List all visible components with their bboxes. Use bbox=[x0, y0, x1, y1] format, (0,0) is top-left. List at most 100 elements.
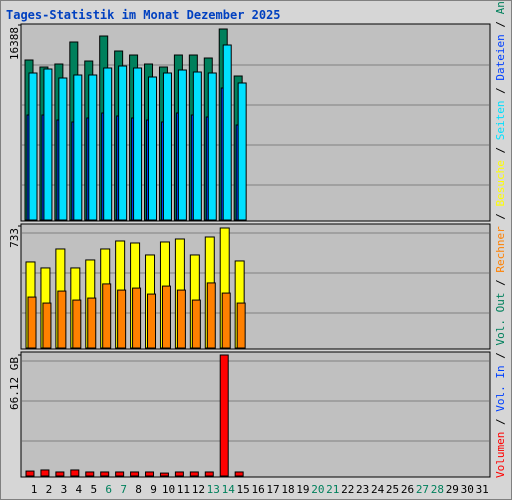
bar bbox=[43, 68, 53, 221]
bar bbox=[27, 296, 37, 349]
bar bbox=[70, 469, 80, 477]
bar bbox=[234, 471, 244, 477]
bar bbox=[85, 471, 95, 477]
x-tick-label: 26 bbox=[401, 483, 414, 496]
legend-entry: Seiten bbox=[494, 100, 507, 140]
bar bbox=[221, 292, 231, 349]
x-tick-label: 19 bbox=[296, 483, 309, 496]
bar bbox=[115, 471, 125, 477]
bar bbox=[130, 471, 140, 477]
bar bbox=[133, 67, 143, 221]
bar bbox=[25, 470, 35, 477]
x-tick-label: 22 bbox=[341, 483, 354, 496]
bar bbox=[189, 471, 199, 477]
bar bbox=[57, 290, 67, 349]
panel bbox=[20, 223, 491, 350]
x-tick-label: 18 bbox=[281, 483, 294, 496]
x-tick-label: 3 bbox=[61, 483, 68, 496]
bar bbox=[174, 471, 184, 477]
x-tick-label: 7 bbox=[120, 483, 127, 496]
bar bbox=[206, 282, 216, 349]
legend-separator: / bbox=[494, 14, 507, 34]
bar bbox=[176, 289, 186, 349]
bar bbox=[162, 72, 172, 221]
panel bbox=[20, 351, 491, 478]
x-tick-label: 12 bbox=[192, 483, 205, 496]
y-tick-label: 66.12 GB bbox=[8, 357, 21, 410]
bar bbox=[117, 289, 127, 349]
bar bbox=[222, 44, 232, 221]
x-tick-label: 11 bbox=[177, 483, 190, 496]
panel bbox=[20, 23, 491, 222]
legend-separator: / bbox=[494, 81, 507, 101]
x-tick-label: 10 bbox=[162, 483, 175, 496]
bar bbox=[72, 299, 82, 349]
x-tick-label: 24 bbox=[371, 483, 385, 496]
legend-entry: Volumen bbox=[494, 432, 507, 478]
bar bbox=[207, 72, 217, 221]
bar bbox=[55, 471, 65, 477]
bar bbox=[219, 354, 229, 477]
legend-separator: / bbox=[494, 206, 507, 226]
legend-separator: / bbox=[494, 346, 507, 366]
bar bbox=[40, 469, 50, 477]
x-tick-label: 16 bbox=[251, 483, 264, 496]
bar bbox=[42, 302, 52, 349]
bar bbox=[88, 74, 98, 221]
legend-entry: Besuche bbox=[494, 160, 507, 206]
legend-entry: Vol. In bbox=[494, 365, 507, 411]
bar bbox=[103, 67, 113, 221]
bar bbox=[100, 471, 110, 477]
x-tick-label: 4 bbox=[76, 483, 83, 496]
x-tick-label: 8 bbox=[135, 483, 142, 496]
legend-separator: / bbox=[494, 273, 507, 293]
bar bbox=[148, 76, 158, 221]
x-tick-label: 31 bbox=[476, 483, 489, 496]
legend-entry: Anfragen bbox=[494, 0, 507, 14]
x-tick-label: 20 bbox=[311, 483, 324, 496]
x-tick-label: 17 bbox=[266, 483, 279, 496]
bar bbox=[204, 471, 214, 477]
bar bbox=[28, 72, 38, 221]
x-tick-label: 30 bbox=[461, 483, 474, 496]
x-tick-label: 13 bbox=[207, 483, 220, 496]
x-tick-label: 28 bbox=[431, 483, 444, 496]
x-tick-label: 15 bbox=[237, 483, 250, 496]
bar bbox=[87, 297, 97, 349]
bar bbox=[177, 69, 187, 221]
legend: Volumen / Vol. In / Vol. Out / Rechner /… bbox=[494, 0, 507, 478]
bar bbox=[58, 77, 68, 221]
legend-entry: Rechner bbox=[494, 226, 507, 273]
y-tick-label: 733 bbox=[8, 228, 21, 248]
x-tick-label: 29 bbox=[446, 483, 459, 496]
x-tick-label: 25 bbox=[386, 483, 399, 496]
bar bbox=[236, 302, 246, 349]
bar bbox=[118, 65, 128, 221]
chart-title: Tages-Statistik im Monat Dezember 2025 bbox=[6, 8, 281, 22]
x-tick-label: 2 bbox=[46, 483, 53, 496]
x-tick-label: 6 bbox=[105, 483, 112, 496]
legend-separator: / bbox=[494, 412, 507, 432]
legend-entry: Vol. Out bbox=[494, 293, 507, 346]
bar bbox=[73, 74, 83, 221]
y-tick-label: 16388 bbox=[8, 27, 21, 60]
legend-separator: / bbox=[494, 140, 507, 160]
x-tick-label: 23 bbox=[356, 483, 369, 496]
bar bbox=[159, 472, 169, 477]
bar bbox=[192, 71, 202, 221]
legend-entry: Dateien bbox=[494, 34, 507, 80]
x-tick-label: 1 bbox=[31, 483, 38, 496]
bar bbox=[147, 293, 157, 349]
bar bbox=[145, 471, 155, 477]
bar bbox=[132, 287, 142, 349]
x-tick-label: 9 bbox=[150, 483, 157, 496]
x-tick-label: 14 bbox=[222, 483, 236, 496]
bar bbox=[161, 285, 171, 349]
x-tick-label: 27 bbox=[416, 483, 429, 496]
x-tick-label: 5 bbox=[90, 483, 97, 496]
bar bbox=[102, 283, 112, 349]
x-tick-label: 21 bbox=[326, 483, 339, 496]
bar bbox=[191, 299, 201, 349]
